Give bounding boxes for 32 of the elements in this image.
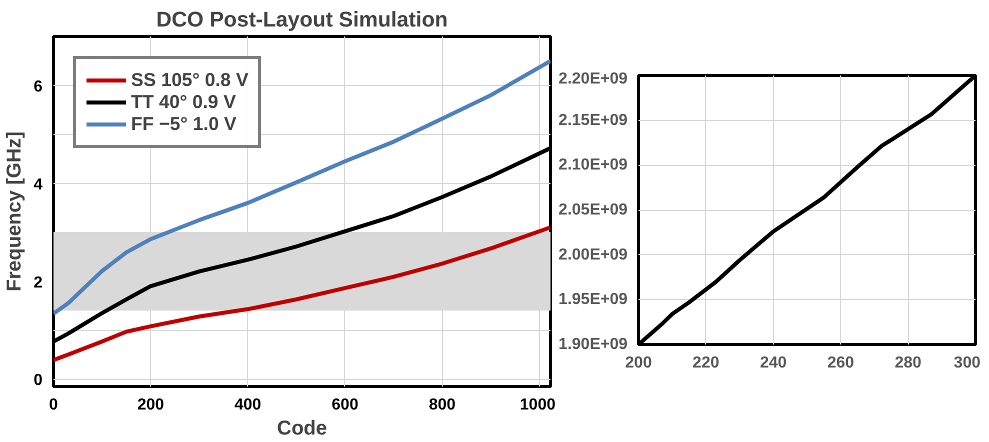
legend-label: SS 105° 0.8 V xyxy=(131,69,248,91)
x-tick-label: 200 xyxy=(137,396,164,414)
x-tick-label: 200 xyxy=(625,354,652,372)
y-tick-label: 2.20E+09 xyxy=(558,70,628,88)
y-tick-label: 2.00E+09 xyxy=(558,246,628,264)
x-tick-label: 0 xyxy=(49,396,58,414)
x-tick-label: 220 xyxy=(692,354,720,372)
line-series xyxy=(638,76,976,344)
y-tick-label: 2.15E+09 xyxy=(558,112,628,129)
y-axis-title: Frequency [GHz] xyxy=(4,131,26,292)
y-tick-label: 4 xyxy=(34,176,43,194)
y-tick-label: 6 xyxy=(34,78,43,96)
x-tick-label: 260 xyxy=(827,354,854,372)
y-tick-label: 2.10E+09 xyxy=(558,156,628,174)
x-tick-label: 600 xyxy=(332,396,358,414)
y-tick-label: 2.05E+09 xyxy=(558,202,628,218)
x-tick-label: 400 xyxy=(234,396,262,414)
y-tick-label: 2 xyxy=(34,274,43,292)
y-tick-label: 0 xyxy=(34,372,43,390)
y-tick-label: 1.95E+09 xyxy=(558,291,628,308)
line-series xyxy=(54,58,550,316)
line-series xyxy=(54,225,550,362)
x-tick-label: 800 xyxy=(428,396,456,414)
y-tick-label: 1.90E+09 xyxy=(558,336,628,353)
legend-label: TT 40° 0.9 V xyxy=(131,91,236,113)
x-tick-label: 240 xyxy=(760,354,787,372)
legend-label: FF −5° 1.0 V xyxy=(131,113,236,135)
x-axis-title: Code xyxy=(277,418,327,440)
x-tick-label: 280 xyxy=(894,354,922,372)
chart-title: DCO Post-Layout Simulation xyxy=(156,8,448,32)
x-tick-label: 300 xyxy=(954,354,981,372)
x-tick-label: 1000 xyxy=(520,396,556,414)
